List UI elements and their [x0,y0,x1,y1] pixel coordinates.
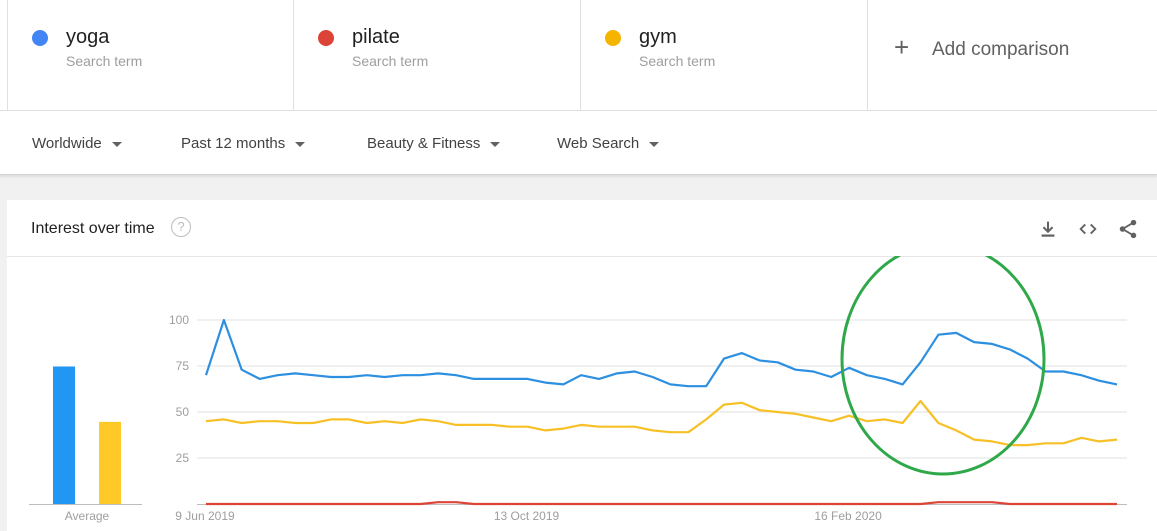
interest-over-time-chart: 25 50 75 100 9 Jun 2019 13 Oct 2019 16 Feb 202… [29,256,1127,523]
embed-code-icon[interactable] [1077,218,1099,240]
region-dropdown-label: Worldwide [32,135,102,152]
series-line-pilate [206,501,1117,506]
search-property-dropdown-label: Web Search [557,135,640,152]
time-range-dropdown-label: Past 12 months [181,135,286,152]
region-dropdown[interactable]: Worldwide [32,135,122,152]
interest-over-time-card: Interest over time ? 25 50 75 100 9 Jun 2019… [7,200,1157,531]
add-comparison-label[interactable]: Add comparison [932,39,1070,60]
highlight-circle-annotation [840,256,1046,476]
time-range-dropdown[interactable]: Past 12 months [181,135,306,152]
x-tick-label: 16 Feb 2020 [814,509,882,523]
help-icon[interactable]: ? [171,217,191,237]
x-tick-label: 13 Oct 2019 [494,509,560,523]
filter-bar: Worldwide Past 12 months Beauty & Fitnes… [0,111,1157,175]
download-icon[interactable] [1037,218,1059,240]
term-name[interactable]: yoga [66,26,110,48]
caret-down-icon [649,141,660,147]
plus-icon: + [894,32,910,62]
y-tick-label: 75 [176,359,190,373]
category-dropdown[interactable]: Beauty & Fitness [367,135,501,152]
average-label: Average [65,509,110,523]
y-tick-label: 100 [169,313,189,327]
share-icon[interactable] [1117,218,1139,240]
term-card-yoga[interactable]: yoga Search term [7,0,294,110]
term-type-label: Search term [66,53,143,69]
term-color-dot [32,30,48,46]
y-tick-label: 50 [176,405,190,419]
caret-down-icon [295,141,306,147]
term-card-gym[interactable]: gym Search term [581,0,868,110]
average-bar-gym [99,421,121,504]
term-type-label: Search term [639,53,716,69]
caret-down-icon [111,141,122,147]
term-name[interactable]: gym [639,26,677,48]
term-type-label: Search term [352,53,429,69]
card-title: Interest over time [31,220,155,237]
term-color-dot [605,30,621,46]
x-tick-label: 9 Jun 2019 [175,509,235,523]
card-header: Interest over time ? [7,200,1157,257]
term-name[interactable]: pilate [352,26,400,48]
term-color-dot [318,30,334,46]
series-line-gym [205,399,1118,447]
y-tick-label: 25 [176,451,190,465]
search-property-dropdown[interactable]: Web Search [557,135,660,152]
series-line-yoga [204,318,1118,388]
category-dropdown-label: Beauty & Fitness [367,135,481,152]
term-card-pilate[interactable]: pilate Search term [294,0,581,110]
average-bar-yoga [53,366,75,504]
search-terms-bar: yoga Search term pilate Search term gym … [0,0,1157,111]
caret-down-icon [490,141,501,147]
add-comparison-button[interactable]: + Add comparison [868,0,1157,110]
